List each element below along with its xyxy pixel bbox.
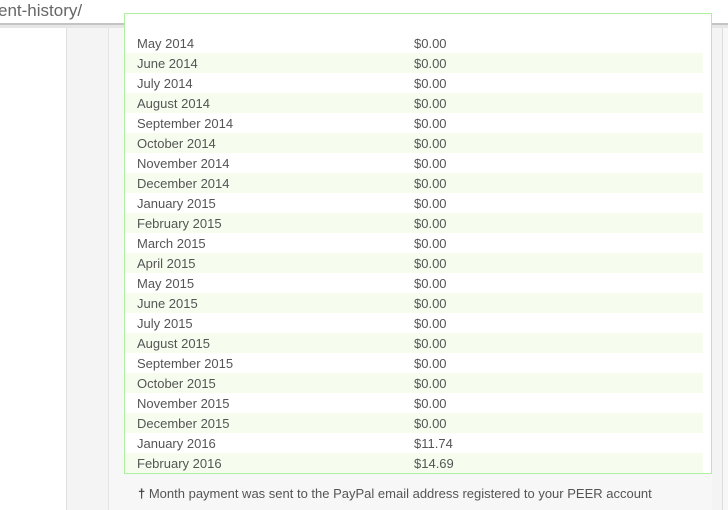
table-row: September 2014 $0.00 [125, 113, 703, 133]
month-cell: December 2014 [137, 175, 230, 191]
url-text: ent-history/ [0, 1, 83, 20]
table-row: February 2015 $0.00 [125, 213, 703, 233]
table-row: November 2014 $0.00 [125, 153, 703, 173]
payment-history-table: May 2014 $0.00 June 2014 $0.00 July 2014 $0.0… [124, 13, 712, 474]
table-row: July 2015 $0.00 [125, 313, 703, 333]
table-row: May 2014 $0.00 [125, 33, 703, 53]
amount-cell: $14.69 [414, 455, 454, 471]
month-cell: January 2016 [137, 435, 216, 451]
table-row: June 2014 $0.00 [125, 53, 703, 73]
amount-cell: $0.00 [414, 35, 447, 51]
month-cell: February 2015 [137, 215, 222, 231]
amount-cell: $0.00 [414, 235, 447, 251]
table-row: January 2015 $0.00 [125, 193, 703, 213]
amount-cell: $0.00 [414, 115, 447, 131]
dagger-mark: † [138, 486, 146, 501]
amount-cell: $0.00 [414, 295, 447, 311]
month-cell: February 2016 [137, 455, 222, 471]
month-cell: September 2014 [137, 115, 234, 131]
month-cell: April 2015 [137, 255, 196, 271]
amount-cell: $0.00 [414, 175, 447, 191]
month-cell: March 2015 [137, 235, 206, 251]
footnote-text: Month payment was sent to the PayPal ema… [145, 486, 652, 501]
month-cell: July 2015 [137, 315, 193, 331]
month-cell: December 2015 [137, 415, 230, 431]
month-cell: June 2014 [137, 55, 198, 71]
footnote: † Month payment was sent to the PayPal e… [138, 486, 652, 501]
table-row: September 2015 $0.00 [125, 353, 703, 373]
table-row: June 2015 $0.00 [125, 293, 703, 313]
left-gutter [67, 28, 109, 510]
amount-cell: $0.00 [414, 55, 447, 71]
month-cell: October 2014 [137, 135, 216, 151]
payment-rows: May 2014 $0.00 June 2014 $0.00 July 2014 $0.0… [125, 33, 703, 473]
left-margin [0, 28, 67, 510]
amount-cell: $0.00 [414, 215, 447, 231]
month-cell: January 2015 [137, 195, 216, 211]
month-cell: August 2015 [137, 335, 211, 351]
amount-cell: $11.74 [414, 435, 453, 451]
amount-cell: $0.00 [414, 335, 447, 351]
amount-cell: $0.00 [414, 155, 447, 171]
month-cell: July 2014 [137, 75, 193, 91]
amount-cell: $0.00 [414, 355, 447, 371]
table-row: February 2016 $14.69 [125, 453, 703, 473]
table-row: November 2015 $0.00 [125, 393, 703, 413]
month-cell: October 2015 [137, 375, 216, 391]
table-row: October 2014 $0.00 [125, 133, 703, 153]
amount-cell: $0.00 [414, 395, 447, 411]
month-cell: June 2015 [137, 295, 198, 311]
amount-cell: $0.00 [414, 275, 447, 291]
table-row: March 2015 $0.00 [125, 233, 703, 253]
month-cell: November 2015 [137, 395, 230, 411]
month-cell: May 2014 [137, 35, 195, 51]
table-row: December 2014 $0.00 [125, 173, 703, 193]
table-row: December 2015 $0.00 [125, 413, 703, 433]
amount-cell: $0.00 [414, 95, 447, 111]
month-cell: August 2014 [137, 95, 211, 111]
amount-cell: $0.00 [414, 75, 447, 91]
scrollbar-track[interactable] [722, 28, 728, 510]
table-row: July 2014 $0.00 [125, 73, 703, 93]
amount-cell: $0.00 [414, 135, 447, 151]
table-row: October 2015 $0.00 [125, 373, 703, 393]
amount-cell: $0.00 [414, 415, 447, 431]
table-row: August 2015 $0.00 [125, 333, 703, 353]
amount-cell: $0.00 [414, 255, 447, 271]
table-row: January 2016 $11.74 [125, 433, 703, 453]
amount-cell: $0.00 [414, 195, 447, 211]
month-cell: November 2014 [137, 155, 230, 171]
table-row: August 2014 $0.00 [125, 93, 703, 113]
table-row: May 2015 $0.00 [125, 273, 703, 293]
month-cell: September 2015 [137, 355, 234, 371]
month-cell: May 2015 [137, 275, 195, 291]
table-row: April 2015 $0.00 [125, 253, 703, 273]
amount-cell: $0.00 [414, 375, 447, 391]
amount-cell: $0.00 [414, 315, 447, 331]
